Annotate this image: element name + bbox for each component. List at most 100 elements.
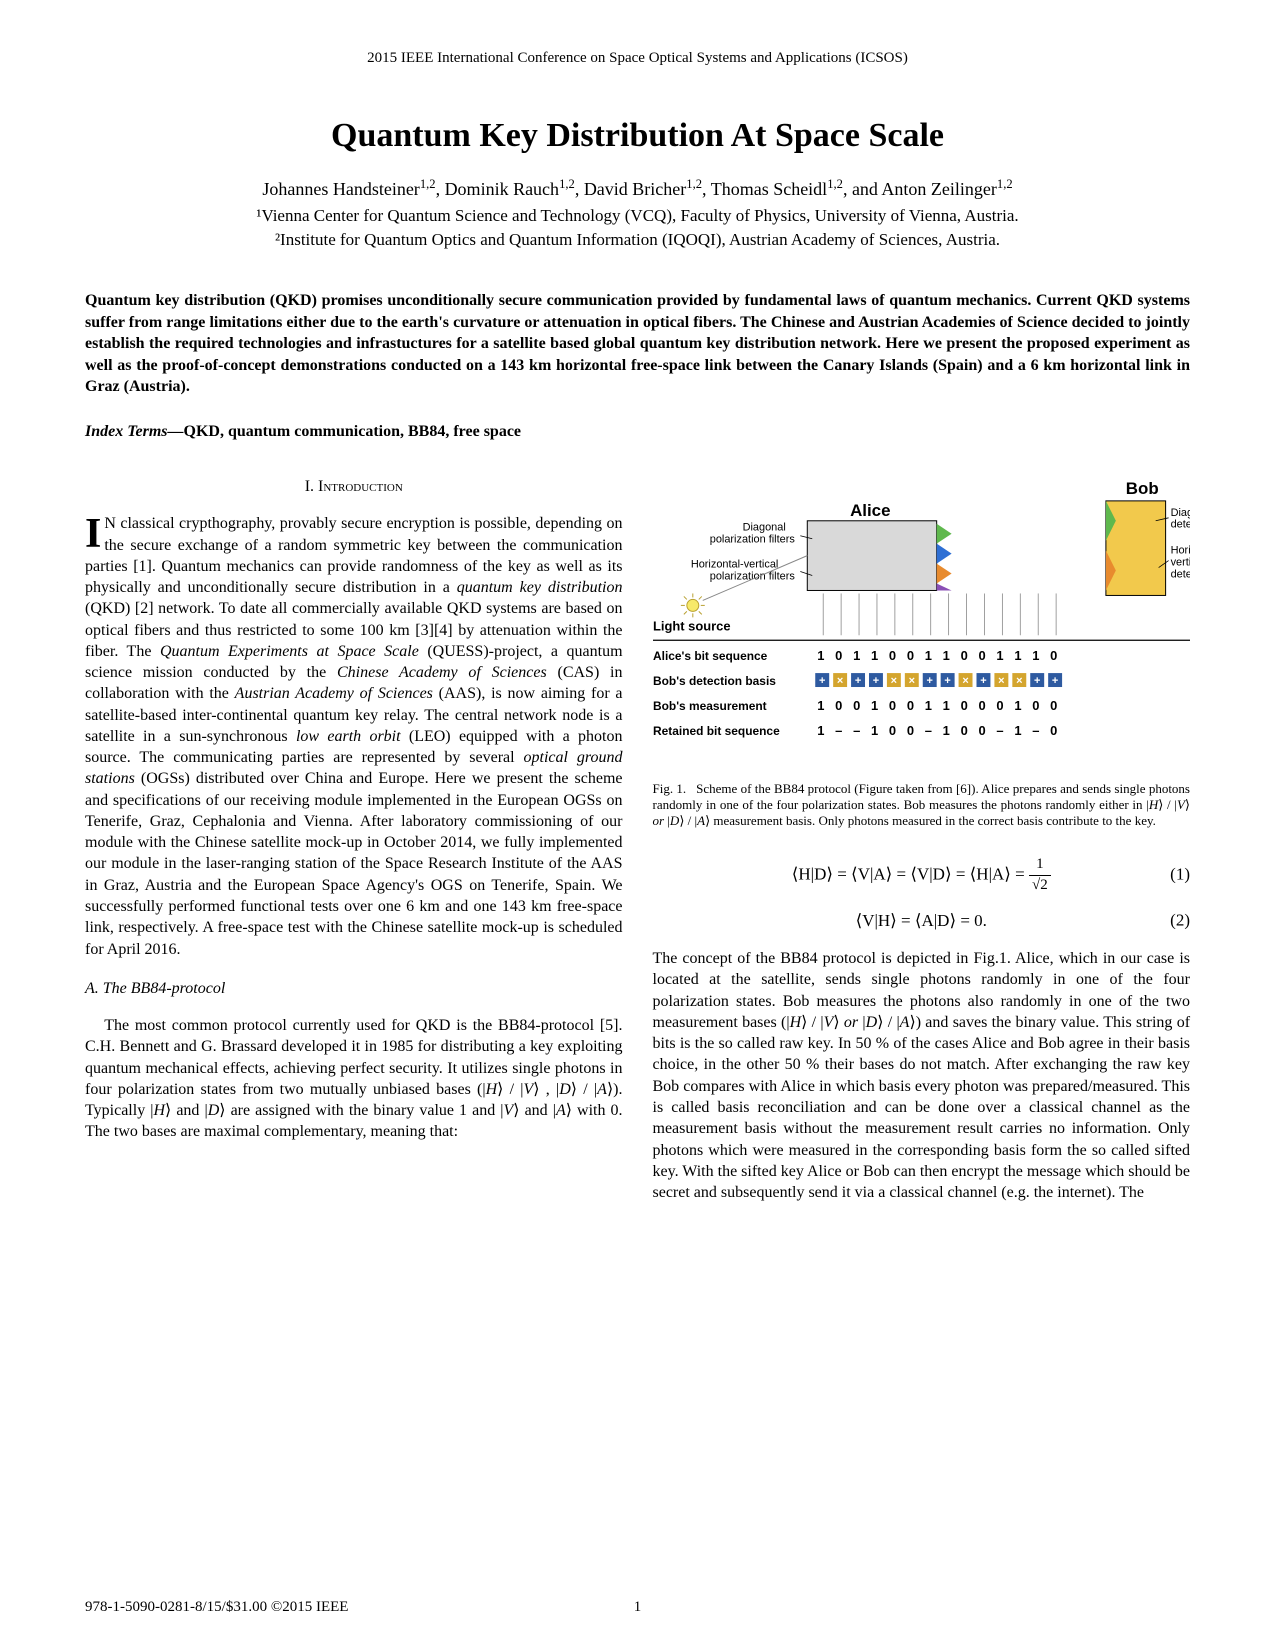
index-terms: Index Terms—QKD, quantum communication, … [85,423,1190,441]
svg-text:–: – [835,723,842,738]
svg-text:0: 0 [853,698,860,713]
column-2-body: The concept of the BB84 protocol is depi… [653,948,1191,1203]
affiliation-2: ²Institute for Quantum Optics and Quantu… [85,230,1190,250]
alice-diag-green [936,524,951,544]
svg-text:0: 0 [835,698,842,713]
eq1-numerator: 1 [1029,855,1051,876]
figure-1-caption: Fig. 1. Scheme of the BB84 protocol (Fig… [653,781,1191,830]
page-number: 1 [634,1599,642,1616]
section-1-heading: I. Introduction [85,476,623,497]
svg-text:1: 1 [924,698,931,713]
eq2-number: (2) [1170,910,1190,933]
svg-text:+: + [872,675,878,687]
subsection-a-body: The most common protocol currently used … [85,1015,623,1143]
svg-text:0: 0 [888,648,895,663]
svg-text:0: 0 [1032,698,1039,713]
svg-text:1: 1 [1014,698,1021,713]
alice-hv-orange [936,564,951,584]
bob-label: Bob [1125,479,1158,498]
bb84-diagram: Bob Alice Diagonal detector basis Horizo… [653,476,1191,765]
paper-title: Quantum Key Distribution At Space Scale [85,117,1190,155]
svg-text:0: 0 [978,698,985,713]
svg-text:0: 0 [906,723,913,738]
equation-1: ⟨H|D⟩ = ⟨V|A⟩ = ⟨V|D⟩ = ⟨H|A⟩ = 1 √2 (1) [653,855,1191,896]
svg-text:1: 1 [942,698,949,713]
svg-text:Bob's detection basis: Bob's detection basis [653,674,776,688]
svg-text:Alice's bit sequence: Alice's bit sequence [653,649,768,663]
diag-detector-label-1: Diagonal [1170,507,1190,519]
hv-filter-label-2: polarization filters [709,570,795,582]
diag-filter-label-1: Diagonal [742,522,785,534]
svg-text:0: 0 [1050,723,1057,738]
svg-text:+: + [819,675,825,687]
equation-2: ⟨V|H⟩ = ⟨A|D⟩ = 0. (2) [653,910,1191,933]
affiliation-1: ¹Vienna Center for Quantum Science and T… [85,206,1190,226]
svg-text:Bob's measurement: Bob's measurement [653,699,767,713]
alice-diag-blue [936,544,951,564]
svg-text:0: 0 [888,723,895,738]
eq2-body: ⟨V|H⟩ = ⟨A|D⟩ = 0. [856,911,987,930]
svg-text:×: × [890,675,896,687]
svg-text:0: 0 [1050,698,1057,713]
light-source-label: Light source [653,618,731,633]
svg-text:0: 0 [1050,648,1057,663]
svg-text:–: – [996,723,1003,738]
svg-text:–: – [924,723,931,738]
svg-text:0: 0 [960,723,967,738]
hv-detector-label-2: vertical [1170,557,1190,569]
svg-text:0: 0 [835,648,842,663]
svg-text:0: 0 [978,723,985,738]
light-source-icon [680,593,704,617]
copyright-notice: 978-1-5090-0281-8/15/$31.00 ©2015 IEEE [85,1599,348,1615]
eq1-fraction: 1 √2 [1029,855,1051,896]
diag-detector-label-2: detector basis [1170,519,1190,531]
svg-text:1: 1 [1014,648,1021,663]
svg-text:0: 0 [996,698,1003,713]
svg-text:1: 1 [996,648,1003,663]
svg-text:1: 1 [870,698,877,713]
photon-paths [823,593,1056,635]
svg-text:0: 0 [906,698,913,713]
subsection-a-heading: A. The BB84-protocol [85,978,623,999]
alice-label: Alice [850,501,890,520]
eq1-number: (1) [1170,864,1190,887]
svg-text:1: 1 [817,698,824,713]
figure-data-rows: Alice's bit sequence Bob's detection basi… [653,648,1062,738]
svg-text:×: × [962,675,968,687]
svg-text:–: – [1032,723,1039,738]
svg-text:0: 0 [906,648,913,663]
intro-paragraph: IN classical crypthography, provably sec… [85,513,623,960]
svg-text:1: 1 [817,723,824,738]
dropcap: I [85,513,104,551]
svg-text:+: + [980,675,986,687]
svg-text:1: 1 [870,723,877,738]
hv-filter-label-1: Horizontal-vertical [690,559,778,571]
svg-text:0: 0 [978,648,985,663]
svg-text:×: × [998,675,1004,687]
left-column: I. Introduction IN classical crypthograp… [85,476,623,1203]
svg-text:+: + [944,675,950,687]
svg-text:1: 1 [1014,723,1021,738]
authors-line: Johannes Handsteiner1,2, Dominik Rauch1,… [85,177,1190,200]
bob-detector-box [1105,501,1165,596]
svg-text:–: – [853,723,860,738]
svg-text:0: 0 [888,698,895,713]
svg-text:1: 1 [1032,648,1039,663]
index-terms-text: QKD, quantum communication, BB84, free s… [184,423,521,440]
svg-text:+: + [1034,675,1040,687]
svg-text:1: 1 [817,648,824,663]
svg-text:0: 0 [960,698,967,713]
svg-text:1: 1 [924,648,931,663]
svg-text:1: 1 [870,648,877,663]
svg-text:×: × [836,675,842,687]
svg-text:×: × [908,675,914,687]
svg-text:1: 1 [942,648,949,663]
figure-1: Bob Alice Diagonal detector basis Horizo… [653,476,1191,771]
alice-hv-purple [936,583,951,590]
alice-box [807,521,936,591]
svg-text:+: + [926,675,932,687]
eq1-body: ⟨H|D⟩ = ⟨V|A⟩ = ⟨V|D⟩ = ⟨H|A⟩ = [792,864,1025,883]
hv-detector-label-1: Horizontal- [1170,545,1190,557]
svg-text:1: 1 [853,648,860,663]
hv-detector-label-3: detector basis [1170,568,1190,580]
